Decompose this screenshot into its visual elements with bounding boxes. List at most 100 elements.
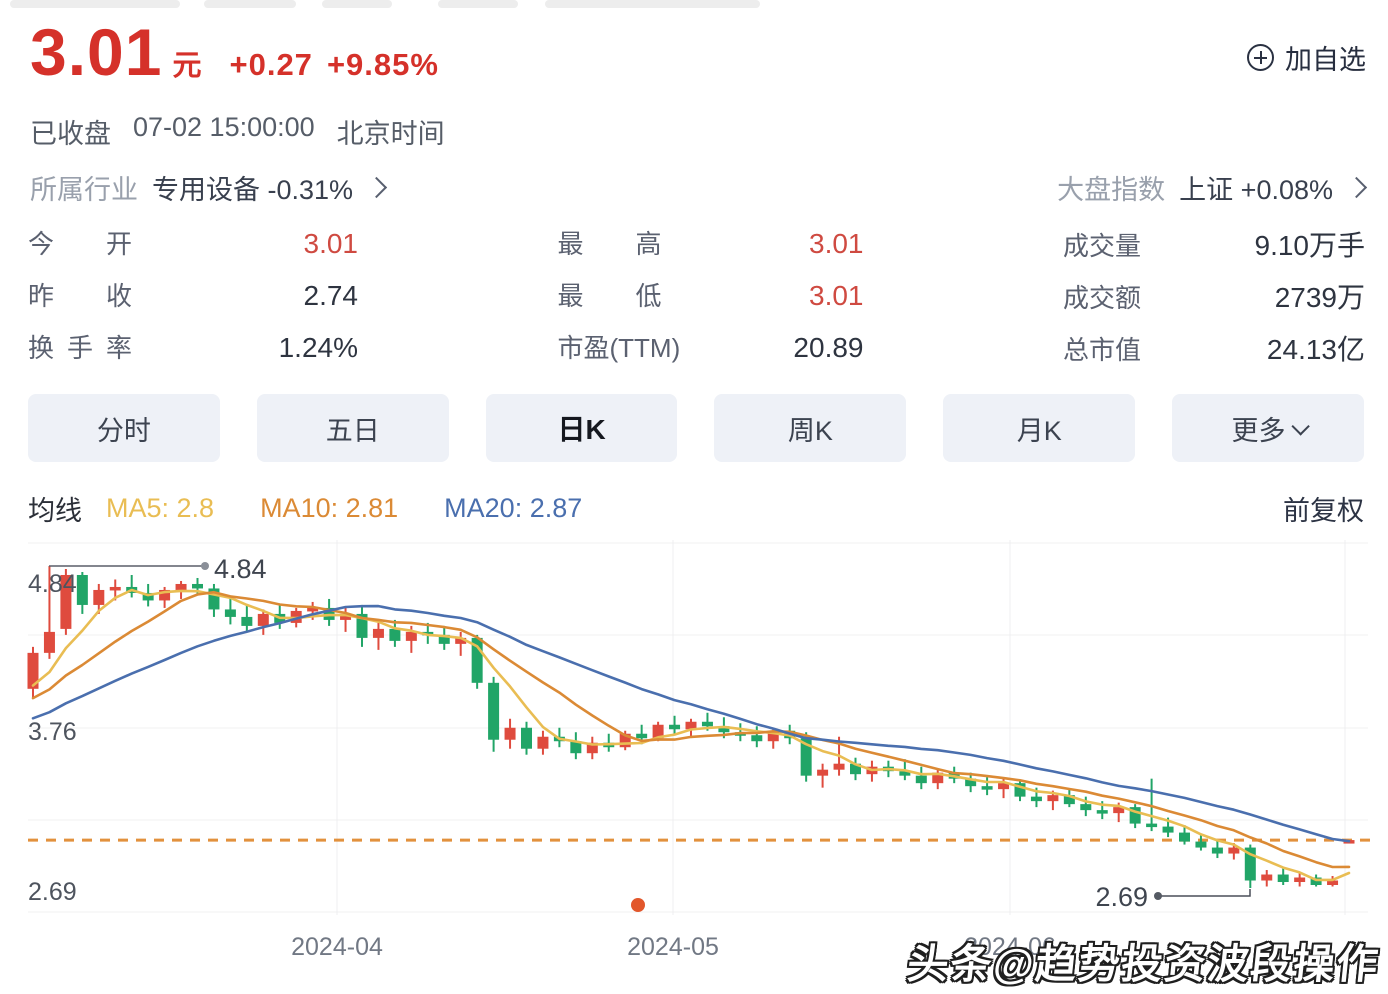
candle-body: [60, 574, 72, 629]
current-price: 3.01: [30, 15, 163, 89]
candle-body: [76, 574, 88, 605]
stat-label: 最低: [557, 281, 662, 311]
chevron-down-icon: [1290, 416, 1310, 436]
candle-body: [669, 724, 681, 730]
candle-body: [932, 772, 944, 784]
candle-body: [372, 628, 384, 638]
stat-turnover-rate: 换手率 1.24%: [28, 328, 358, 365]
x-axis-label: 2024-04: [291, 933, 383, 961]
candle-body: [521, 727, 532, 749]
candle-body: [1030, 796, 1042, 802]
stat-open: 今开 3.01: [28, 224, 358, 261]
tab-label: 周K: [787, 415, 833, 446]
stats-column-1: 今开 3.01 昨收 2.74 换手率 1.24%: [28, 224, 358, 365]
candle-body: [1310, 877, 1322, 886]
candle-body: [701, 721, 713, 727]
stat-amount: 成交额 2739万: [1063, 276, 1365, 313]
candle-body: [1277, 874, 1289, 883]
low-callout-line: [1158, 889, 1251, 897]
tab-label: 五日: [325, 415, 380, 446]
candlestick-chart[interactable]: 4.84 3.76 2.69 2024-04 2024-05 2024-06 4.84 2.6…: [0, 540, 1388, 994]
tab-five-day[interactable]: 五日: [256, 394, 449, 462]
index-label: 大盘指数: [1057, 175, 1166, 205]
ma5-legend: MA5: 2.8: [106, 493, 215, 523]
plus-circle-icon: [1247, 44, 1274, 71]
chevron-right-icon: [1345, 176, 1368, 199]
candle-body: [1294, 877, 1306, 883]
tab-weekly-k[interactable]: 周K: [714, 394, 907, 462]
watermark: 头条@趋势投资波段操作: [905, 941, 1382, 987]
candle-body: [1228, 847, 1240, 854]
ma-line-ma5: [31, 588, 1351, 882]
candle-body: [192, 583, 203, 589]
candle-body: [1327, 880, 1339, 886]
index-value: 上证 +0.08%: [1179, 175, 1333, 205]
y-axis-label: 3.76: [28, 718, 77, 746]
candle-body: [1014, 783, 1026, 797]
stat-label: 今开: [28, 229, 132, 259]
candle-body: [224, 609, 236, 617]
candle-body: [1096, 810, 1108, 814]
price-row: 3.01 元 +0.27 +9.85%: [30, 14, 439, 90]
ma-line-ma20: [31, 604, 1351, 843]
candle-body: [965, 778, 977, 787]
candle-body: [438, 634, 450, 644]
tab-label: 更多: [1231, 415, 1286, 446]
kline-svg[interactable]: 4.84 3.76 2.69 2024-04 2024-05 2024-06 4.84 2.6…: [0, 540, 1388, 994]
high-annotation: 4.84: [214, 554, 267, 584]
market-status-row: 已收盘 07-02 15:00:00 北京时间: [30, 112, 445, 151]
candle-body: [1080, 804, 1092, 811]
candle-body: [767, 730, 779, 742]
candle-body: [570, 741, 582, 754]
stats-column-3: 成交量 9.10万手 成交额 2739万 总市值 24.13亿: [1063, 224, 1365, 365]
candle-body: [142, 592, 154, 601]
high-callout-dot: [201, 562, 209, 570]
tab-more[interactable]: 更多: [1172, 394, 1364, 462]
cutoff-previous-row: [0, 0, 1388, 10]
ma-line-ma10: [31, 590, 1351, 869]
candle-body: [356, 613, 368, 638]
industry-link[interactable]: 所属行业 专用设备 -0.31%: [30, 168, 388, 207]
tab-label: 月K: [1016, 415, 1062, 446]
tab-daily-k[interactable]: 日K: [485, 394, 678, 462]
stat-market-cap: 总市值 24.13亿: [1063, 328, 1365, 365]
industry-value: 专用设备 -0.31%: [152, 175, 354, 205]
candle-body: [1211, 847, 1223, 854]
candle-body: [899, 771, 911, 776]
candle-body: [850, 763, 861, 775]
candle-body: [915, 775, 927, 784]
candle-body: [208, 588, 220, 610]
stat-prev-close: 昨收 2.74: [28, 276, 358, 313]
candle-body: [257, 613, 269, 626]
add-watchlist-button[interactable]: 加自选: [1247, 38, 1366, 77]
market-index-link[interactable]: 大盘指数 上证 +0.08%: [1057, 168, 1368, 207]
candle-body: [159, 589, 171, 601]
candle-body: [1047, 795, 1059, 802]
stat-volume: 成交量 9.10万手: [1063, 224, 1365, 261]
ma-title: 均线: [28, 496, 82, 526]
candle-body: [241, 616, 253, 626]
candle-body: [718, 726, 730, 733]
y-axis-label: 4.84: [28, 570, 77, 598]
stat-value: 24.13亿: [1266, 334, 1365, 365]
candle-body: [43, 631, 55, 653]
stat-value: 3.01: [809, 280, 864, 311]
chevron-right-icon: [365, 176, 388, 199]
quote-timestamp: 07-02 15:00:00: [133, 112, 315, 142]
stat-value: 3.01: [303, 228, 359, 259]
market-status: 已收盘: [30, 119, 111, 149]
candle-body: [636, 733, 648, 739]
stat-low: 最低 3.01: [558, 276, 864, 313]
y-axis-label: 2.69: [28, 878, 77, 906]
tab-monthly-k[interactable]: 月K: [943, 394, 1136, 462]
price-change: +0.27: [229, 47, 313, 82]
candle-body: [471, 637, 483, 683]
forward-adjust-toggle[interactable]: 前复权: [1283, 496, 1364, 526]
candle-body: [27, 652, 39, 689]
candle-body: [175, 583, 187, 590]
industry-label: 所属行业: [30, 175, 138, 205]
ma20-legend: MA20: 2.87: [444, 493, 583, 523]
stat-value: 2739万: [1274, 282, 1365, 313]
currency-unit: 元: [172, 50, 202, 82]
tab-minute[interactable]: 分时: [28, 394, 220, 462]
